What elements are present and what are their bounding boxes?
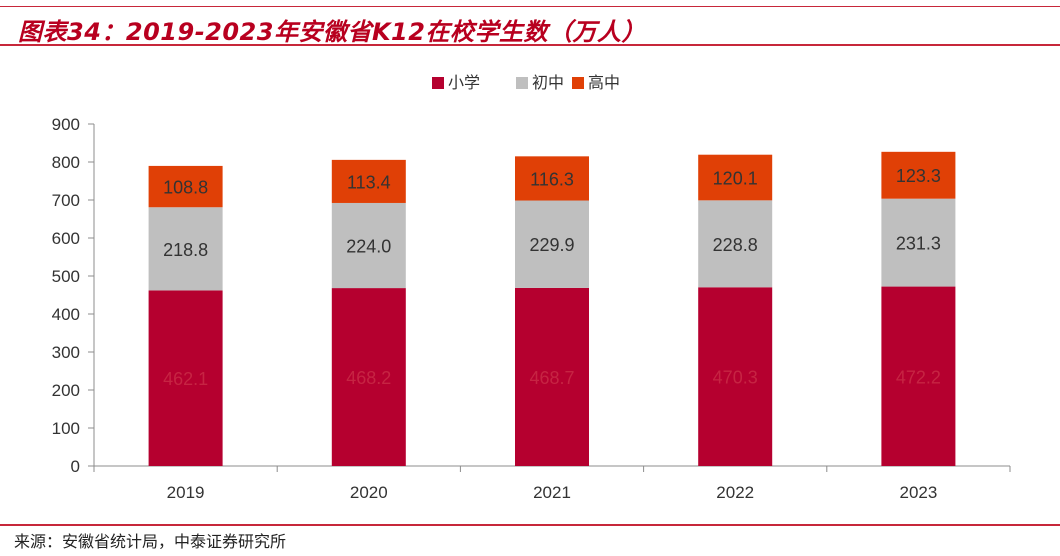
data-label-初中-2022: 228.8	[713, 235, 758, 255]
data-label-高中-2021: 116.3	[530, 169, 574, 189]
bar-小学-2023	[881, 286, 956, 466]
bar-小学-2022	[698, 287, 773, 466]
data-label-小学-2022: 470.3	[713, 368, 758, 388]
source-note: 来源：安徽省统计局，中泰证券研究所	[14, 532, 287, 551]
data-label-小学-2023: 472.2	[896, 367, 941, 387]
bar-高中-2019	[148, 165, 223, 208]
data-label-高中-2019: 108.8	[163, 178, 208, 198]
legend-label-高中: 高中	[588, 73, 620, 92]
y-tick-label: 300	[52, 343, 80, 362]
legend-label-小学: 小学	[448, 73, 480, 92]
y-tick-label: 400	[52, 305, 80, 324]
bar-初中-2021	[515, 200, 589, 288]
y-tick-label: 0	[71, 457, 80, 476]
data-label-高中-2022: 120.1	[713, 169, 758, 189]
legend-swatch-高中	[572, 77, 584, 89]
x-tick-label: 2022	[716, 483, 754, 502]
legend-label-初中: 初中	[532, 73, 564, 92]
legend-swatch-小学	[432, 77, 444, 89]
bar-初中-2019	[148, 207, 223, 291]
data-label-初中-2019: 218.8	[163, 240, 208, 260]
bar-小学-2019	[148, 290, 223, 466]
x-tick-label: 2020	[350, 483, 388, 502]
y-tick-label: 600	[52, 229, 80, 248]
data-label-小学-2019: 462.1	[163, 369, 208, 389]
data-label-初中-2023: 231.3	[896, 234, 941, 254]
y-tick-label: 800	[52, 153, 80, 172]
data-label-初中-2021: 229.9	[529, 235, 574, 255]
header-bottom-rule	[0, 44, 1060, 46]
bar-小学-2020	[331, 288, 406, 466]
data-label-高中-2020: 113.4	[347, 172, 391, 192]
bar-初中-2022	[698, 200, 773, 288]
bar-高中-2022	[698, 154, 773, 201]
header: 图表34：2019-2023年安徽省K12在校学生数（万人）	[0, 0, 1060, 48]
x-tick-label: 2021	[533, 483, 571, 502]
bar-高中-2023	[881, 151, 956, 199]
y-tick-label: 500	[52, 267, 80, 286]
figure-title: 图表34：2019-2023年安徽省K12在校学生数（万人）	[18, 18, 646, 46]
bar-初中-2020	[331, 202, 406, 289]
y-tick-label: 700	[52, 191, 80, 210]
x-tick-label: 2023	[899, 483, 937, 502]
bar-小学-2021	[515, 287, 589, 466]
bar-高中-2021	[515, 156, 589, 201]
footer-rule	[0, 524, 1060, 526]
y-tick-label: 200	[52, 381, 80, 400]
data-label-小学-2021: 468.7	[529, 368, 574, 388]
y-tick-label: 900	[52, 115, 80, 134]
stacked-bar-chart: 小学 初中 高中 0 100 200 300 400 500 600 700 800 900 462.1 2…	[52, 73, 1011, 502]
bar-初中-2023	[881, 198, 956, 287]
x-tick-label: 2019	[167, 483, 205, 502]
header-top-rule	[0, 6, 1060, 7]
data-label-高中-2023: 123.3	[896, 166, 941, 186]
data-label-小学-2020: 468.2	[346, 368, 391, 388]
legend-swatch-初中	[516, 77, 528, 89]
data-label-初中-2020: 224.0	[346, 237, 391, 257]
y-tick-label: 100	[52, 419, 80, 438]
bar-高中-2020	[331, 159, 406, 203]
footer: 来源：安徽省统计局，中泰证券研究所	[0, 518, 1060, 556]
